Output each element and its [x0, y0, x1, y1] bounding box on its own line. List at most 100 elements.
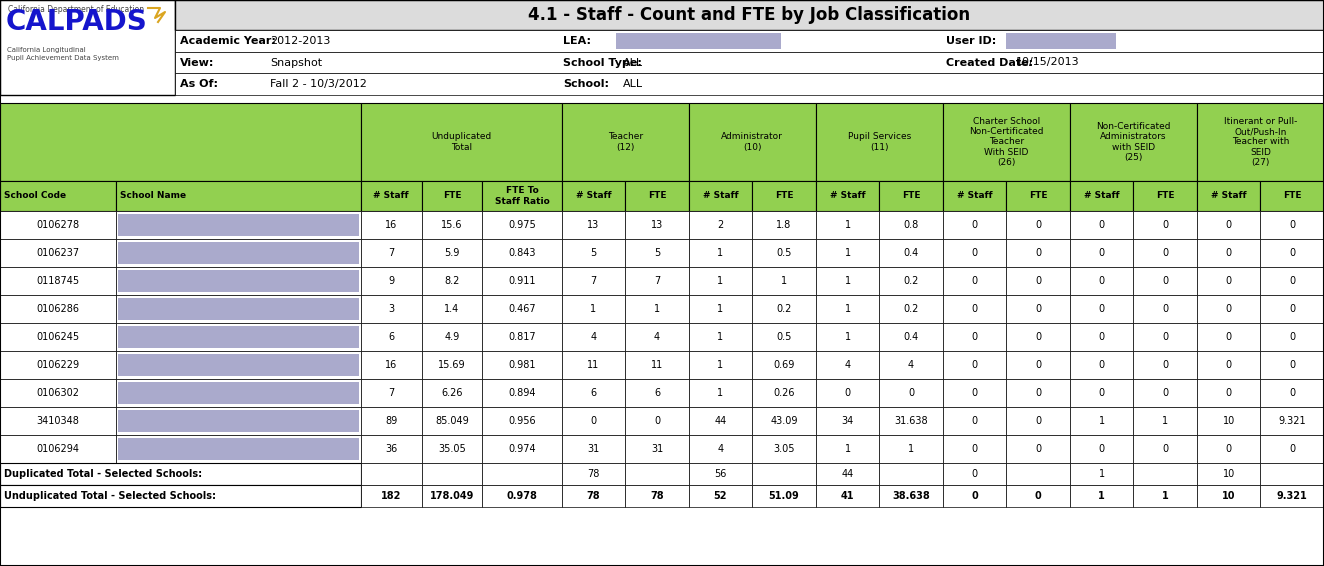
Text: # Staff: # Staff: [576, 191, 612, 200]
Text: Itinerant or Pull-
Out/Push-In
Teacher with
SEID
(27): Itinerant or Pull- Out/Push-In Teacher w…: [1223, 117, 1298, 168]
Text: 0: 0: [1035, 444, 1041, 454]
Bar: [482, 407, 561, 435]
Text: 0: 0: [972, 332, 977, 342]
Text: # Staff: # Staff: [830, 191, 866, 200]
Bar: [0, 351, 115, 379]
Bar: [0, 407, 115, 435]
Text: 0106286: 0106286: [36, 304, 79, 314]
Text: FTE: FTE: [1156, 191, 1174, 200]
Bar: [1133, 239, 1197, 267]
Bar: [943, 463, 1006, 485]
Bar: [361, 485, 421, 507]
Bar: [1006, 323, 1070, 351]
Bar: [1197, 435, 1260, 463]
Text: 1: 1: [1161, 491, 1169, 501]
Bar: [688, 407, 752, 435]
Bar: [421, 463, 482, 485]
Bar: [0, 435, 115, 463]
Bar: [816, 463, 879, 485]
Text: 0: 0: [1099, 360, 1104, 370]
Bar: [1006, 211, 1070, 239]
Bar: [625, 239, 688, 267]
Bar: [816, 211, 879, 239]
Bar: [1133, 351, 1197, 379]
Text: Duplicated Total - Selected Schools:: Duplicated Total - Selected Schools:: [4, 469, 203, 479]
Bar: [1070, 379, 1133, 407]
Text: 0: 0: [1162, 332, 1168, 342]
Bar: [482, 485, 561, 507]
Text: 0.2: 0.2: [776, 304, 792, 314]
Bar: [625, 267, 688, 295]
Text: 1: 1: [718, 304, 723, 314]
Bar: [879, 295, 943, 323]
Text: 0.911: 0.911: [508, 276, 536, 286]
Bar: [482, 351, 561, 379]
Text: 0106229: 0106229: [36, 360, 79, 370]
Text: 0118745: 0118745: [36, 276, 79, 286]
Bar: [1197, 407, 1260, 435]
Text: 6: 6: [654, 388, 659, 398]
Text: User ID:: User ID:: [947, 36, 996, 46]
Text: 0: 0: [1226, 360, 1231, 370]
Text: Pupil Achievement Data System: Pupil Achievement Data System: [7, 55, 119, 61]
Text: 4.1 - Staff - Count and FTE by Job Classification: 4.1 - Staff - Count and FTE by Job Class…: [528, 6, 970, 24]
Bar: [118, 382, 359, 404]
Bar: [625, 181, 688, 211]
Bar: [361, 323, 421, 351]
Text: 1: 1: [591, 304, 597, 314]
Text: 0: 0: [1290, 248, 1295, 258]
Text: 0: 0: [1162, 444, 1168, 454]
Text: 13: 13: [651, 220, 663, 230]
Bar: [421, 267, 482, 295]
Bar: [1260, 485, 1324, 507]
Text: 0.5: 0.5: [776, 332, 792, 342]
Text: 1: 1: [908, 444, 914, 454]
Text: 3: 3: [388, 304, 395, 314]
Bar: [625, 351, 688, 379]
Bar: [943, 407, 1006, 435]
Bar: [816, 239, 879, 267]
Text: 15.69: 15.69: [438, 360, 466, 370]
Bar: [879, 485, 943, 507]
Bar: [816, 351, 879, 379]
Text: 0: 0: [1226, 276, 1231, 286]
Bar: [1070, 485, 1133, 507]
Bar: [561, 211, 625, 239]
Bar: [1070, 181, 1133, 211]
Bar: [752, 435, 816, 463]
Bar: [943, 181, 1006, 211]
Bar: [421, 181, 482, 211]
Bar: [943, 435, 1006, 463]
Bar: [688, 485, 752, 507]
Text: 0: 0: [908, 388, 914, 398]
Bar: [1006, 407, 1070, 435]
Bar: [688, 267, 752, 295]
Bar: [0, 211, 115, 239]
Text: 1: 1: [1099, 416, 1104, 426]
Text: 0: 0: [972, 469, 977, 479]
Bar: [625, 379, 688, 407]
Text: 34: 34: [842, 416, 854, 426]
Bar: [943, 323, 1006, 351]
Text: 0106278: 0106278: [36, 220, 79, 230]
Text: 1: 1: [654, 304, 659, 314]
Text: 4: 4: [591, 332, 597, 342]
Text: 4: 4: [908, 360, 914, 370]
Text: 9.321: 9.321: [1276, 491, 1308, 501]
Text: 0.974: 0.974: [508, 444, 536, 454]
Bar: [1070, 351, 1133, 379]
Text: 1: 1: [718, 388, 723, 398]
Text: 16: 16: [385, 220, 397, 230]
Bar: [1070, 323, 1133, 351]
Text: 4: 4: [654, 332, 659, 342]
Bar: [1070, 239, 1133, 267]
Bar: [1006, 351, 1070, 379]
Text: FTE: FTE: [442, 191, 461, 200]
Text: 0: 0: [1099, 444, 1104, 454]
Bar: [175, 74, 1324, 95]
Text: 0: 0: [1290, 360, 1295, 370]
Text: 0: 0: [1226, 388, 1231, 398]
Text: 51.09: 51.09: [769, 491, 800, 501]
Bar: [561, 435, 625, 463]
Text: 0: 0: [1162, 248, 1168, 258]
